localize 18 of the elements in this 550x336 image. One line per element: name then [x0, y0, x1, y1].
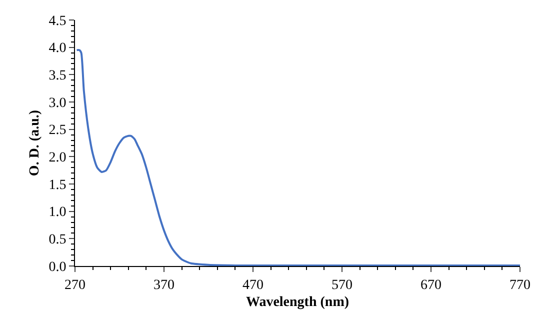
y-tick-label: 0.0 — [48, 260, 66, 275]
x-tick-label: 370 — [154, 278, 174, 293]
x-tick-label: 270 — [64, 278, 86, 293]
y-tick-label: 3.0 — [48, 96, 66, 111]
x-tick-label: 770 — [510, 278, 530, 293]
x-tick-label: 670 — [420, 278, 442, 293]
y-tick-label: 4.0 — [48, 41, 66, 56]
y-tick-label: 2.0 — [48, 150, 66, 166]
x-tick-label: 570 — [332, 278, 352, 293]
y-axis-title: O. D. (a.u.) — [27, 110, 42, 176]
y-tick-label: 0.5 — [48, 232, 66, 248]
y-tick-label: 1.0 — [48, 205, 66, 220]
y-tick-label: 2.5 — [48, 123, 66, 138]
x-axis-title: Wavelength (nm) — [246, 295, 350, 310]
x-tick-label: 470 — [242, 278, 264, 293]
y-tick-label: 3.5 — [48, 68, 66, 84]
y-tick-label: 1.5 — [48, 178, 66, 193]
y-tick-label: 4.5 — [48, 14, 66, 29]
